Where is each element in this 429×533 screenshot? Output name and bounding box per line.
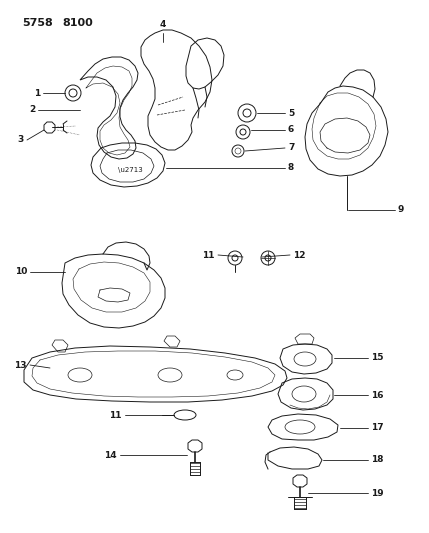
Text: 17: 17 <box>371 424 384 432</box>
Text: 12: 12 <box>293 251 305 260</box>
Text: 6: 6 <box>288 125 294 134</box>
Text: 11: 11 <box>202 251 215 260</box>
Text: 8100: 8100 <box>62 18 93 28</box>
Text: 11: 11 <box>109 410 122 419</box>
Text: \u2713: \u2713 <box>118 167 142 173</box>
Text: 7: 7 <box>288 143 294 152</box>
Text: 9: 9 <box>398 206 405 214</box>
Text: 16: 16 <box>371 391 384 400</box>
Text: 10: 10 <box>15 268 27 277</box>
Text: 3: 3 <box>18 135 24 144</box>
Text: 18: 18 <box>371 456 384 464</box>
Text: 5: 5 <box>288 109 294 117</box>
Text: 4: 4 <box>160 20 166 29</box>
Text: 14: 14 <box>104 450 117 459</box>
Text: 1: 1 <box>34 88 40 98</box>
Text: 8: 8 <box>288 164 294 173</box>
Text: 13: 13 <box>15 360 27 369</box>
Text: 2: 2 <box>29 106 35 115</box>
Text: 19: 19 <box>371 489 384 497</box>
Text: 5758: 5758 <box>22 18 53 28</box>
Text: 15: 15 <box>371 353 384 362</box>
